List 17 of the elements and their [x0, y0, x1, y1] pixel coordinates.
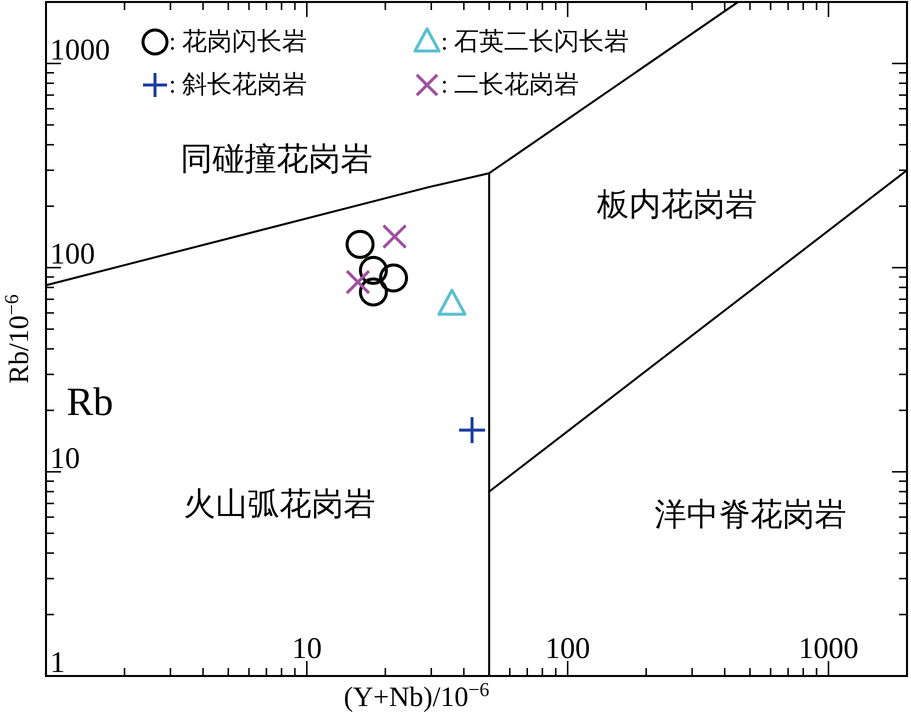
legend-label: : 石英二长闪长岩	[441, 28, 630, 56]
y-tick-label: 1	[50, 646, 65, 679]
annotation: 火山弧花岗岩	[183, 485, 376, 522]
annotation: Rb	[66, 379, 114, 424]
x-axis-title: (Y+Nb)/10$^{−6}$	[344, 680, 490, 712]
legend-label: : 斜长花岗岩	[169, 72, 308, 98]
annotation: 洋中脊花岗岩	[654, 496, 846, 532]
legend-label: : 二长花岗岩	[441, 72, 580, 98]
annotation: 板内花岗岩	[596, 186, 758, 222]
annotation: 同碰撞花岗岩	[180, 140, 373, 176]
x-tick-label: 10	[292, 632, 322, 665]
y-tick-label: 10	[50, 442, 80, 475]
y-tick-label: 1000	[50, 33, 110, 66]
y-tick-label: 100	[50, 238, 95, 271]
legend-label: : 花岗闪长岩	[169, 28, 308, 56]
x-tick-label: 100	[545, 632, 590, 665]
x-tick-label: 1000	[798, 632, 858, 665]
